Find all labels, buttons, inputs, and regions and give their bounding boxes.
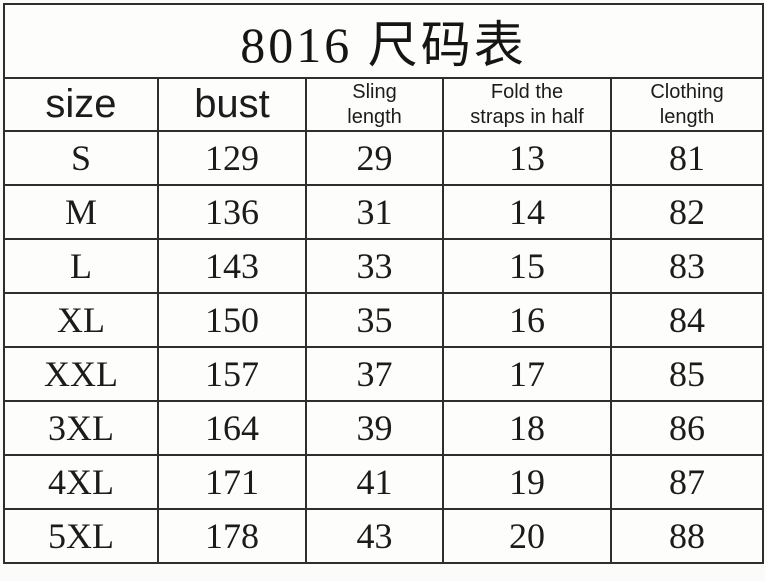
fold-straps-cell: 19 (442, 454, 612, 510)
size-cell: 3XL (3, 400, 159, 456)
bust-cell: 178 (157, 508, 307, 564)
table-row: M 136 31 14 82 (3, 184, 765, 240)
size-cell: XXL (3, 346, 159, 402)
column-header-size: size (3, 77, 159, 132)
clothing-length-cell: 82 (609, 184, 765, 240)
table-row: XXL 157 37 17 85 (3, 346, 765, 402)
bust-cell: 136 (157, 184, 307, 240)
bust-cell: 171 (157, 454, 307, 510)
column-header-clothing-length: Clothing length (609, 77, 765, 132)
header-row: size bust Sling length Fold the straps i… (3, 77, 765, 132)
size-cell: M (3, 184, 159, 240)
fold-straps-cell: 16 (442, 292, 612, 348)
column-header-bust: bust (157, 77, 307, 132)
bust-cell: 164 (157, 400, 307, 456)
sling-length-cell: 33 (305, 238, 444, 294)
sling-length-cell: 41 (305, 454, 444, 510)
fold-straps-cell: 20 (442, 508, 612, 564)
bust-cell: 157 (157, 346, 307, 402)
size-cell: 4XL (3, 454, 159, 510)
table-row: 3XL 164 39 18 86 (3, 400, 765, 456)
sling-length-cell: 43 (305, 508, 444, 564)
table-row: XL 150 35 16 84 (3, 292, 765, 348)
size-cell: XL (3, 292, 159, 348)
clothing-length-cell: 81 (609, 130, 765, 186)
clothing-length-cell: 88 (609, 508, 765, 564)
fold-straps-cell: 13 (442, 130, 612, 186)
bust-cell: 150 (157, 292, 307, 348)
fold-straps-cell: 14 (442, 184, 612, 240)
bust-cell: 143 (157, 238, 307, 294)
fold-straps-cell: 18 (442, 400, 612, 456)
size-chart-table: 8016 尺码表 size bust Sling length Fold the… (2, 3, 765, 564)
sling-length-cell: 31 (305, 184, 444, 240)
sling-length-cell: 29 (305, 130, 444, 186)
clothing-length-cell: 85 (609, 346, 765, 402)
fold-straps-cell: 15 (442, 238, 612, 294)
column-header-sling-length: Sling length (305, 77, 444, 132)
clothing-length-cell: 83 (609, 238, 765, 294)
size-cell: S (3, 130, 159, 186)
size-cell: 5XL (3, 508, 159, 564)
clothing-length-cell: 86 (609, 400, 765, 456)
table-row: 5XL 178 43 20 88 (3, 508, 765, 564)
table-row: 4XL 171 41 19 87 (3, 454, 765, 510)
sling-length-cell: 35 (305, 292, 444, 348)
fold-straps-cell: 17 (442, 346, 612, 402)
size-cell: L (3, 238, 159, 294)
page-title: 8016 尺码表 (2, 3, 765, 79)
clothing-length-cell: 84 (609, 292, 765, 348)
table-row: S 129 29 13 81 (3, 130, 765, 186)
title-row: 8016 尺码表 (2, 3, 765, 79)
bust-cell: 129 (157, 130, 307, 186)
table-row: L 143 33 15 83 (3, 238, 765, 294)
column-header-fold-straps: Fold the straps in half (442, 77, 612, 132)
sling-length-cell: 39 (305, 400, 444, 456)
clothing-length-cell: 87 (609, 454, 765, 510)
sling-length-cell: 37 (305, 346, 444, 402)
